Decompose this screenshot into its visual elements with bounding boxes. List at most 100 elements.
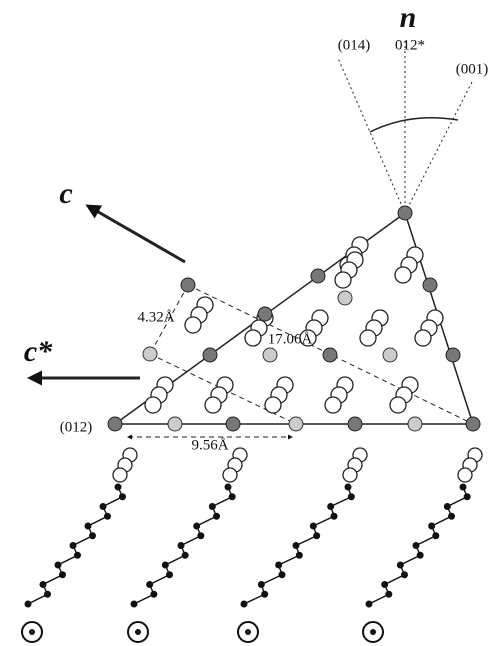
chain-atom bbox=[241, 601, 248, 608]
chain-atom bbox=[85, 523, 92, 530]
chain-atom bbox=[432, 532, 439, 539]
lattice-atom bbox=[398, 206, 412, 220]
chain-atom bbox=[209, 503, 216, 510]
chain-atom bbox=[104, 513, 111, 520]
atom bbox=[145, 397, 161, 413]
lattice-atom bbox=[446, 348, 460, 362]
chain-atom bbox=[381, 581, 388, 588]
atom bbox=[223, 468, 237, 482]
chain-atom bbox=[385, 591, 392, 598]
chain-atom bbox=[25, 601, 32, 608]
chain-atom bbox=[366, 601, 373, 608]
lattice-atom bbox=[258, 307, 272, 321]
lattice-atom bbox=[203, 348, 217, 362]
headgroup-dot bbox=[245, 629, 251, 635]
atom bbox=[325, 397, 341, 413]
chain-atom bbox=[182, 552, 189, 559]
chain-atom bbox=[162, 562, 169, 569]
atom bbox=[390, 397, 406, 413]
lattice-atom bbox=[466, 417, 480, 431]
normal-label: n bbox=[400, 1, 417, 34]
plane-label: 012* bbox=[395, 37, 425, 53]
chain-atom bbox=[197, 532, 204, 539]
lattice-atom bbox=[323, 348, 337, 362]
chain-atom bbox=[279, 571, 286, 578]
spacing-label: 17.06Å bbox=[268, 331, 313, 347]
chain-atom bbox=[428, 523, 435, 530]
lattice-atom bbox=[311, 269, 325, 283]
chain-atom bbox=[397, 562, 404, 569]
axis-label: c bbox=[59, 177, 72, 210]
chain-atom bbox=[40, 581, 47, 588]
chain-atom bbox=[150, 591, 157, 598]
lattice-atom bbox=[423, 278, 437, 292]
angle-arc bbox=[370, 118, 458, 132]
chain-atom bbox=[310, 523, 317, 530]
chain-atom bbox=[448, 513, 455, 520]
chain-atom bbox=[193, 523, 200, 530]
chain-atom bbox=[296, 552, 303, 559]
chain-atom bbox=[444, 503, 451, 510]
lattice-atom bbox=[338, 291, 352, 305]
dotted-line bbox=[405, 82, 472, 213]
lattice-atom bbox=[263, 348, 277, 362]
plane-label: (001) bbox=[456, 61, 489, 77]
chain-atom bbox=[59, 571, 66, 578]
chain-atom bbox=[293, 542, 300, 549]
headgroup-dot bbox=[135, 629, 141, 635]
chain-atom bbox=[327, 503, 334, 510]
atom bbox=[343, 468, 357, 482]
chain-atom bbox=[401, 571, 408, 578]
chain-atom bbox=[258, 581, 265, 588]
atom bbox=[185, 317, 201, 333]
lattice-atom bbox=[289, 417, 303, 431]
chain-atom bbox=[178, 542, 185, 549]
lattice-atom bbox=[348, 417, 362, 431]
plane-label: (014) bbox=[338, 37, 371, 53]
dotted-line bbox=[338, 58, 405, 213]
chain-atom bbox=[115, 484, 122, 491]
chain-atom bbox=[460, 484, 467, 491]
headgroup-dot bbox=[370, 629, 376, 635]
chain-atom bbox=[74, 552, 81, 559]
chain-atom bbox=[213, 513, 220, 520]
chain-atom bbox=[44, 591, 51, 598]
chain-atom bbox=[275, 562, 282, 569]
chain-atom bbox=[413, 542, 420, 549]
headgroup-dot bbox=[29, 629, 35, 635]
atom bbox=[265, 397, 281, 413]
c-arrow bbox=[88, 206, 185, 262]
chain-atom bbox=[331, 513, 338, 520]
chain-atom bbox=[225, 484, 232, 491]
atom bbox=[458, 468, 472, 482]
atom bbox=[395, 267, 411, 283]
lattice-atom bbox=[143, 347, 157, 361]
chain-atom bbox=[131, 601, 138, 608]
chain-atom bbox=[313, 532, 320, 539]
chain-atom bbox=[229, 493, 236, 500]
page: n (014) 012* (001) c c* 4.32Å 17.06Å (01… bbox=[0, 0, 499, 646]
spacing-label: 4.32Å bbox=[137, 309, 174, 325]
lattice-atom bbox=[168, 417, 182, 431]
chain-atom bbox=[89, 532, 96, 539]
chain-atom bbox=[464, 493, 471, 500]
atom bbox=[113, 468, 127, 482]
chain-atom bbox=[348, 493, 355, 500]
chain-atom bbox=[119, 493, 126, 500]
lattice-atom bbox=[181, 278, 195, 292]
atom bbox=[415, 330, 431, 346]
chain-atom bbox=[100, 503, 107, 510]
diagram: n (014) 012* (001) c c* 4.32Å 17.06Å (01… bbox=[0, 0, 499, 646]
chain-atom bbox=[417, 552, 424, 559]
lattice-atom bbox=[383, 348, 397, 362]
lattice-atom bbox=[226, 417, 240, 431]
atom bbox=[245, 330, 261, 346]
chain-atom bbox=[345, 484, 352, 491]
chain-atom bbox=[55, 562, 62, 569]
lattice-atom bbox=[108, 417, 122, 431]
axis-label: c* bbox=[24, 335, 53, 368]
lattice-atom bbox=[408, 417, 422, 431]
plane-label: (012) bbox=[60, 419, 93, 435]
chain-atom bbox=[261, 591, 268, 598]
spacing-label: 9.56Å bbox=[191, 437, 228, 453]
